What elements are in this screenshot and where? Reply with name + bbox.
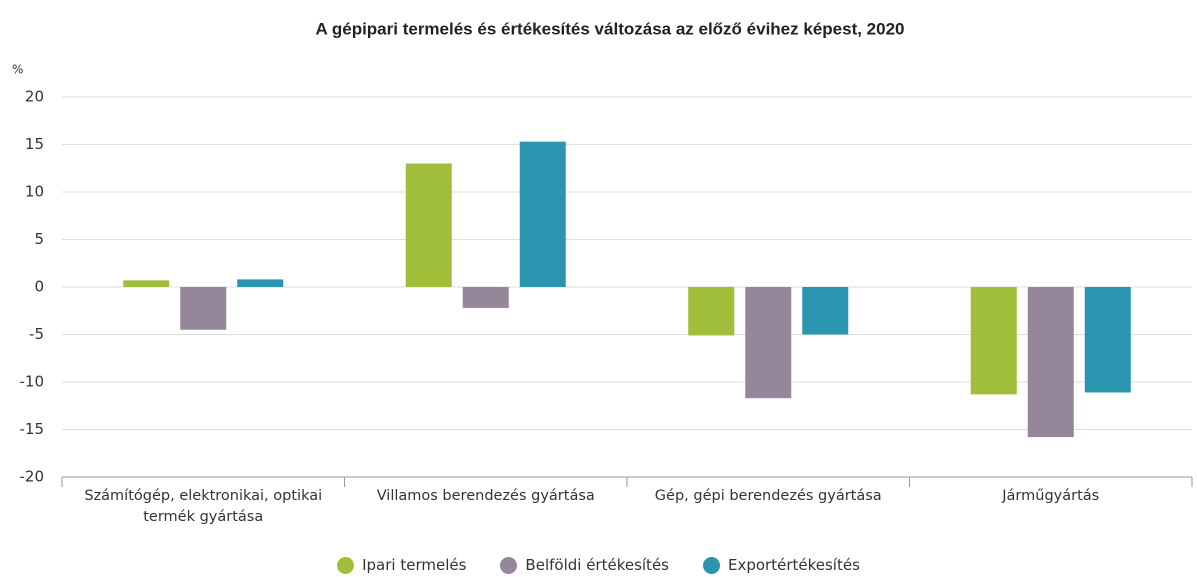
x-tick-label: Villamos berendezés gyártása [376,488,595,504]
legend-label: Ipari termelés [362,556,467,574]
bar [1084,287,1131,393]
bar [745,287,792,399]
y-tick-label: -15 [20,420,45,438]
legend: Ipari termelés Belföldi értékesítés Export… [0,556,1197,574]
y-tick-label: 15 [25,135,44,153]
bar [462,287,509,308]
y-tick-label: 10 [25,183,44,201]
bar [970,287,1017,395]
bar [802,287,849,335]
bar [237,279,284,287]
y-tick-label: 5 [34,230,44,248]
legend-swatch [702,556,720,574]
bar [180,287,227,330]
chart-title: A gépipari termelés és értékesítés válto… [315,19,904,38]
y-axis-label: % [12,63,23,77]
x-tick-label: Számítógép, elektronikai, optikai termék… [84,488,323,525]
legend-label: Exportértékesítés [727,556,860,574]
x-tick-label: Járműgyártás [1002,488,1100,504]
legend-item: Exportértékesítés [702,556,860,574]
legend-label: Belföldi értékesítés [525,556,669,574]
bar [1027,287,1074,438]
bar [123,280,170,287]
legend-swatch [337,556,355,574]
bar [519,141,566,287]
bar [405,163,452,287]
y-tick-label: -20 [20,468,45,486]
bar [688,287,735,336]
y-tick-label: 0 [34,278,44,296]
y-tick-label: -10 [20,373,45,391]
legend-item: Belföldi értékesítés [500,556,669,574]
legend-swatch [500,556,518,574]
x-tick-label: Gép, gépi berendezés gyártása [654,488,882,504]
y-tick-label: 20 [25,88,44,106]
legend-item: Ipari termelés [337,556,466,574]
y-tick-label: -5 [29,325,44,343]
